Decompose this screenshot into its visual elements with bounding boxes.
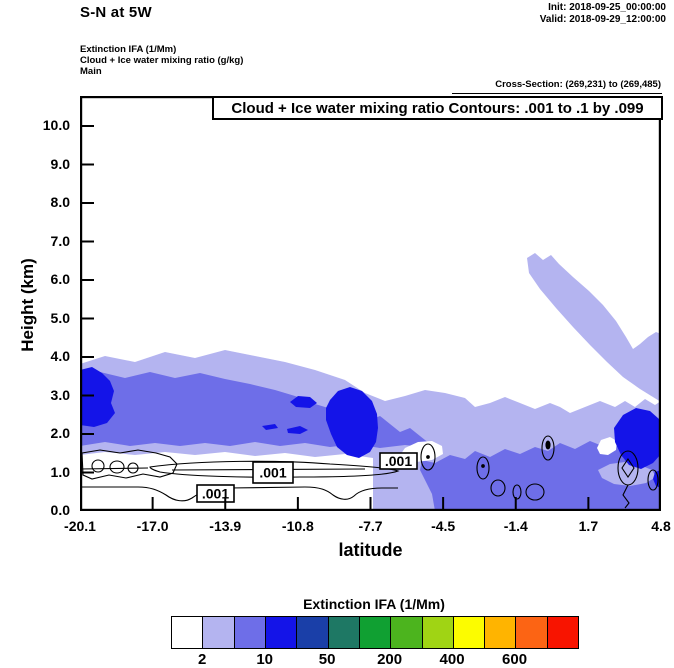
cloud-contour-cell bbox=[490, 479, 506, 497]
filled-contour-region bbox=[614, 408, 661, 469]
cross-section-coords: Cross-Section: (269,231) to (269,485) bbox=[495, 79, 661, 90]
cloud-contour-line bbox=[621, 458, 635, 478]
colorbar-tick-label: 200 bbox=[377, 651, 403, 668]
y-tick-label: 5.0 bbox=[50, 309, 70, 326]
filled-contour-region bbox=[80, 367, 115, 427]
filled-contour-region bbox=[287, 426, 308, 434]
colorbar-cell bbox=[264, 617, 297, 648]
contour-label-box: .001 bbox=[196, 484, 235, 503]
y-tick-label: 9.0 bbox=[50, 155, 70, 172]
cloud-contour-cell bbox=[91, 459, 105, 473]
x-tick-label: -20.1 bbox=[64, 518, 96, 534]
colorbar-cell bbox=[358, 617, 391, 648]
contour-note-box: Cloud + Ice water mixing ratio Contours:… bbox=[212, 96, 663, 120]
field-line-cloud-ice: Cloud + Ice water mixing ratio (g/kg) bbox=[80, 55, 244, 66]
filled-contour-region bbox=[290, 396, 317, 408]
field-list: Extinction IFA (1/Mm) Cloud + Ice water … bbox=[80, 44, 243, 77]
cloud-contour-cell bbox=[109, 460, 125, 474]
cloud-contour-cell bbox=[426, 455, 430, 459]
colorbar-cell bbox=[546, 617, 579, 648]
init-time: Init: 2018-09-25_00:00:00 bbox=[548, 2, 666, 13]
filled-contour-region bbox=[527, 253, 661, 402]
y-tick-label: 2.0 bbox=[50, 425, 70, 441]
colorbar-cell bbox=[452, 617, 485, 648]
run-times: Init: 2018-09-25_00:00:00 Valid: 2018-09… bbox=[540, 2, 666, 26]
colorbar-cell bbox=[515, 617, 547, 648]
filled-contour-region bbox=[326, 387, 378, 458]
cloud-contour-cell bbox=[512, 484, 522, 500]
cloud-contour-cell bbox=[541, 435, 555, 461]
contour-label-text: .001 bbox=[259, 465, 286, 481]
field-line-domain: Main bbox=[80, 66, 102, 77]
colorbar-title: Extinction IFA (1/Mm) bbox=[303, 596, 445, 612]
x-tick-label: -7.7 bbox=[358, 518, 383, 534]
x-tick-label: -17.0 bbox=[136, 518, 169, 534]
x-axis-title: latitude bbox=[338, 540, 403, 560]
x-tick-label: 1.7 bbox=[578, 518, 599, 534]
cloud-contour-cell bbox=[476, 456, 490, 480]
cross-section-plot: .001 .001 .001 bbox=[80, 96, 661, 511]
colorbar-cell bbox=[296, 617, 328, 648]
cloud-contour-cell bbox=[420, 443, 436, 471]
cloud-contour-cell bbox=[647, 469, 659, 491]
colorbar-tick-label: 600 bbox=[502, 651, 528, 668]
y-tick-label: 10.0 bbox=[42, 117, 70, 133]
y-tick-label: 3.0 bbox=[50, 386, 70, 403]
colorbar-tick-label: 400 bbox=[439, 651, 465, 668]
colorbar-cell bbox=[233, 617, 265, 648]
cloud-contour-cell bbox=[481, 464, 485, 468]
cloud-contour-cell bbox=[617, 450, 639, 486]
filled-contour-region bbox=[420, 437, 661, 511]
contour-label-box: .001 bbox=[252, 461, 294, 484]
colorbar-cell bbox=[421, 617, 453, 648]
y-tick-label: 8.0 bbox=[50, 194, 70, 210]
x-tick-label: -4.5 bbox=[431, 518, 456, 534]
cross-section-rule bbox=[452, 93, 662, 94]
x-tick-label: -1.4 bbox=[503, 518, 528, 534]
colorbar-cell bbox=[484, 617, 516, 648]
filled-contour-region bbox=[597, 437, 617, 455]
colorbar-tick-label: 2 bbox=[198, 651, 207, 668]
cloud-contour-line bbox=[82, 486, 398, 502]
cloud-contour-cell bbox=[525, 483, 545, 501]
field-line-extinction: Extinction IFA (1/Mm) bbox=[80, 44, 177, 55]
colorbar-cell bbox=[390, 617, 422, 648]
y-tick-label: 0.0 bbox=[50, 502, 70, 518]
cloud-contour-cell bbox=[127, 462, 139, 474]
colorbar-cell bbox=[172, 617, 203, 648]
valid-time: Valid: 2018-09-29_12:00:00 bbox=[539, 14, 666, 25]
plot-area: .001 .001 .001 bbox=[80, 96, 661, 511]
figure-title: S-N at 5W bbox=[80, 4, 152, 21]
x-tick-label: -13.9 bbox=[209, 518, 242, 534]
contour-label-box: .001 bbox=[379, 452, 418, 470]
cloud-contour-line bbox=[80, 467, 149, 470]
contour-label-text: .001 bbox=[385, 453, 412, 469]
x-tick-label: -10.8 bbox=[281, 518, 314, 534]
colorbar bbox=[171, 616, 579, 649]
colorbar-cell bbox=[202, 617, 234, 648]
cloud-contour-line bbox=[81, 449, 178, 480]
cloud-contour-line bbox=[622, 484, 630, 509]
y-tick-label: 6.0 bbox=[50, 271, 70, 287]
colorbar-tick-label: 10 bbox=[256, 651, 274, 668]
filled-contour-region bbox=[262, 424, 278, 430]
colorbar-cell bbox=[327, 617, 359, 648]
y-tick-label: 1.0 bbox=[50, 463, 70, 480]
contour-label-text: .001 bbox=[202, 486, 229, 502]
x-tick-label: 4.8 bbox=[651, 518, 671, 534]
colorbar-tick-label: 50 bbox=[318, 651, 336, 668]
cloud-contour-cell bbox=[545, 440, 551, 450]
y-tick-label: 7.0 bbox=[50, 232, 70, 249]
y-tick-label: 4.0 bbox=[50, 348, 70, 364]
